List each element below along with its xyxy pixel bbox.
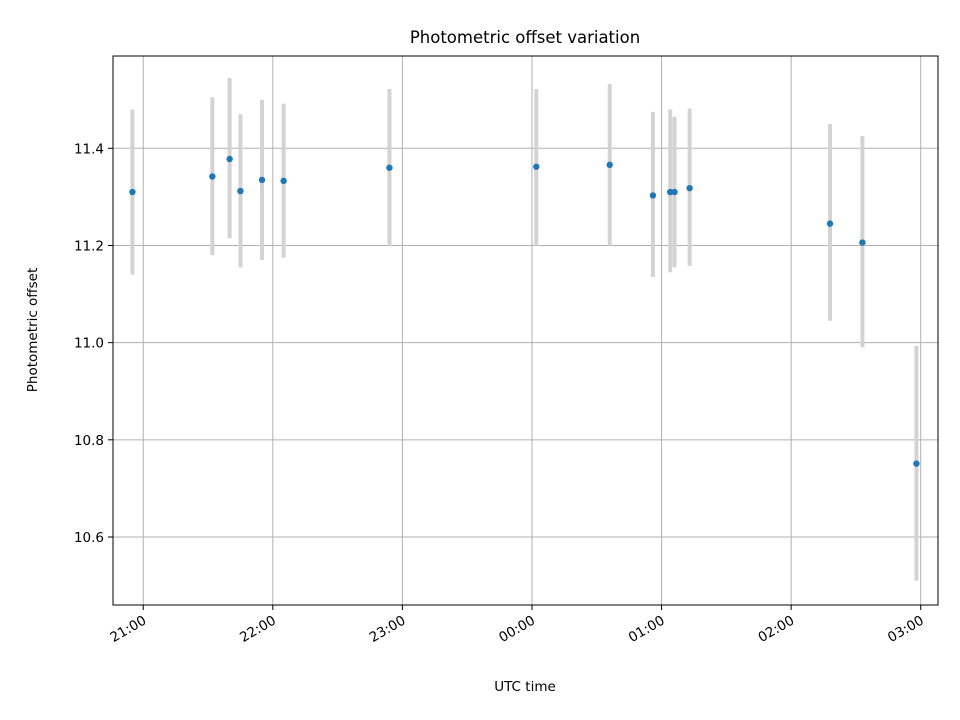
data-point: [859, 239, 866, 246]
x-axis-label: UTC time: [494, 679, 556, 695]
data-point: [533, 163, 540, 170]
plot-frame: [112, 55, 939, 606]
data-point: [280, 177, 287, 185]
data-point: [913, 460, 920, 467]
y-axis-label: Photometric offset: [25, 268, 41, 392]
data-point: [129, 188, 136, 196]
y-tick-label: 10.8: [74, 433, 104, 449]
y-tick-label: 10.6: [74, 530, 104, 546]
data-point: [671, 188, 678, 196]
y-tick-label: 11.4: [74, 141, 104, 157]
data-point: [226, 155, 233, 163]
data-point: [386, 164, 393, 171]
data-point: [649, 192, 657, 199]
data-point: [237, 187, 244, 195]
grid: [113, 56, 938, 605]
data-point: [686, 184, 693, 192]
data-points: [129, 155, 920, 467]
chart-title: Photometric offset variation: [410, 28, 640, 47]
y-tick-label: 11.0: [74, 336, 104, 352]
y-tick-label: 11.2: [74, 238, 104, 254]
data-point: [258, 176, 266, 184]
data-point: [209, 173, 216, 180]
data-point: [606, 161, 613, 169]
data-point: [826, 220, 834, 227]
y-axis-ticks: 10.6 10.8 11.0 11.2 11.4: [74, 141, 113, 546]
